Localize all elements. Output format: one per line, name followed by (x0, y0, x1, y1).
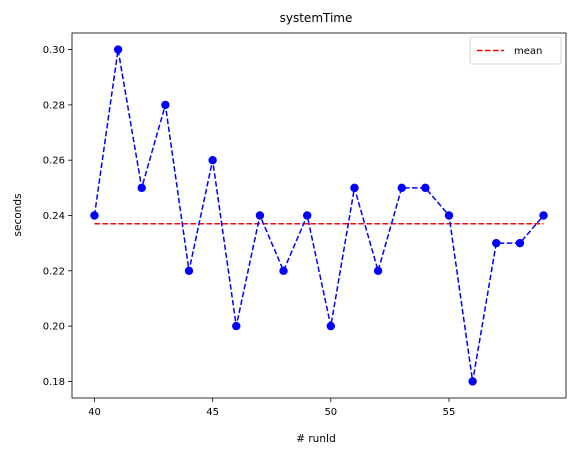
data-point (468, 377, 477, 386)
data-point (232, 321, 241, 331)
data-point (326, 321, 336, 331)
data-point (113, 45, 123, 54)
data-point (421, 183, 430, 193)
data-point (255, 211, 265, 220)
data-point (397, 183, 406, 193)
data-point (350, 183, 359, 193)
y-tick-label: 0.22 (43, 266, 65, 277)
y-tick-label: 0.28 (43, 100, 65, 111)
y-axis-label: seconds (12, 194, 24, 237)
data-point (444, 211, 454, 220)
data-point (279, 266, 288, 276)
y-tick-label: 0.20 (43, 322, 65, 333)
plot-area (71, 32, 567, 399)
x-axis-label: # runId (296, 433, 336, 445)
data-point (515, 238, 525, 248)
legend-mean-label: mean (514, 46, 542, 57)
chart-title: systemTime (280, 11, 353, 25)
data-point (539, 211, 548, 220)
y-tick-label: 0.30 (43, 45, 65, 56)
data-point (492, 238, 501, 248)
data-point (161, 100, 170, 110)
y-tick-label: 0.24 (43, 211, 65, 222)
legend: mean (469, 36, 562, 65)
series-line-runs (93, 49, 545, 382)
legend-box (469, 36, 562, 65)
data-point (373, 266, 383, 276)
data-point (137, 183, 146, 193)
y-axis: 0.18 0.20 0.22 0.24 0.26 0.28 0.30 (43, 45, 72, 388)
series-layer (90, 45, 548, 386)
data-point (90, 211, 99, 220)
data-point (184, 266, 194, 276)
data-point (208, 155, 217, 165)
y-tick-label: 0.26 (43, 156, 65, 167)
x-tick-label: 40 (88, 407, 101, 418)
axes-frame (71, 32, 567, 399)
x-tick-label: 45 (206, 407, 219, 418)
x-axis: 40 45 50 55 (88, 398, 455, 418)
y-tick-label: 0.18 (43, 377, 65, 388)
x-tick-label: 50 (324, 407, 337, 418)
data-point (302, 211, 312, 220)
x-tick-label: 55 (443, 407, 456, 418)
